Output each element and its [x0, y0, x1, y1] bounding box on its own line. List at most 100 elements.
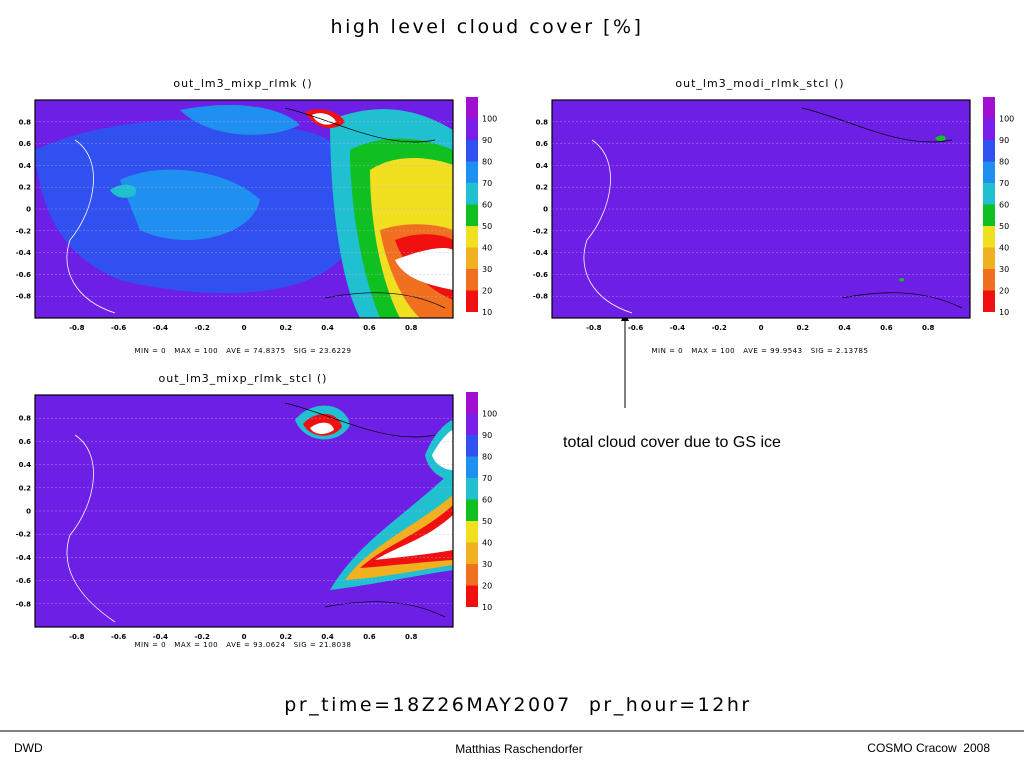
colorbar-segment: [466, 456, 478, 478]
x-tick-label: -0.6: [111, 633, 126, 641]
y-tick-label: 0.4: [536, 162, 549, 170]
cloud-field: [899, 277, 905, 282]
x-tick-label: 0.8: [405, 324, 418, 332]
x-tick-label: 0.4: [838, 324, 851, 332]
slide-title: high level cloud cover [%]: [331, 16, 644, 38]
colorbar-segment: [466, 140, 478, 162]
colorbar-label: 100: [482, 410, 497, 419]
stats: MIN = 0 MAX = 100 AVE = 99.9543 SIG = 2.…: [652, 347, 869, 355]
cloud-field: [395, 248, 453, 290]
colorbar-label: 40: [999, 244, 1009, 253]
colorbar-segment: [983, 118, 995, 140]
x-tick-label: -0.4: [153, 324, 168, 332]
stats: MIN = 0 MAX = 100 AVE = 74.8375 SIG = 23…: [135, 347, 352, 355]
map-frame: [551, 99, 971, 319]
cloud-field: [432, 430, 453, 470]
colorbar-segment: [466, 226, 478, 248]
y-tick-label: 0.6: [536, 140, 549, 148]
colorbar-label: 20: [482, 582, 492, 591]
colorbar-top: [983, 97, 995, 119]
x-tick-label: -0.2: [195, 633, 210, 641]
colorbar-label: 60: [482, 496, 492, 505]
x-tick-label: 0.8: [922, 324, 935, 332]
cloud-field: [935, 135, 946, 142]
colorbar-top: [466, 392, 478, 414]
colorbar-label: 90: [482, 431, 492, 440]
x-tick-label: -0.6: [628, 324, 643, 332]
x-tick-label: -0.8: [69, 633, 84, 641]
colorbar-segment: [466, 478, 478, 500]
colorbar-label: 70: [482, 179, 492, 188]
colorbar-label: 10: [482, 308, 492, 317]
y-tick-label: -0.4: [533, 249, 548, 257]
colorbar-label: 70: [999, 179, 1009, 188]
contour: [284, 107, 446, 309]
panel-title: out_lm3_mixp_rlmk (): [173, 77, 312, 90]
map-frame: [34, 99, 454, 319]
x-tick-label: 0.4: [321, 633, 334, 641]
coastline: [66, 139, 116, 314]
colorbar-label: 100: [999, 115, 1014, 124]
x-tick-label: -0.2: [712, 324, 727, 332]
colorbar-segment: [983, 183, 995, 205]
colorbar-segment: [466, 161, 478, 183]
coastline: [66, 434, 116, 623]
colorbar-segment: [466, 183, 478, 205]
x-tick-label: 0.2: [280, 633, 293, 641]
colorbar-label: 40: [482, 539, 492, 548]
colorbar-segment: [466, 585, 478, 607]
colorbar-segment: [466, 564, 478, 586]
footer-left: DWD: [14, 741, 43, 755]
y-tick-label: 0.2: [19, 184, 32, 192]
cloud-field: [375, 515, 453, 560]
colorbar-segment: [983, 204, 995, 226]
x-tick-label: 0.4: [321, 324, 334, 332]
x-tick-label: -0.4: [153, 633, 168, 641]
time-label: pr_time=18Z26MAY2007 pr_hour=12hr: [284, 694, 751, 716]
colorbar-label: 90: [482, 136, 492, 145]
y-tick-label: 0.8: [19, 415, 32, 423]
x-tick-label: 0: [242, 324, 247, 332]
colorbar-segment: [466, 499, 478, 521]
y-tick-label: 0.2: [536, 184, 549, 192]
cloud-field: [310, 422, 334, 434]
colorbar-label: 10: [999, 308, 1009, 317]
y-tick-label: -0.4: [16, 554, 31, 562]
colorbar-label: 40: [482, 244, 492, 253]
y-tick-label: -0.6: [16, 271, 31, 279]
panel-title: out_lm3_mixp_rlmk_stcl (): [159, 372, 328, 385]
x-tick-label: 0.6: [363, 324, 376, 332]
colorbar-segment: [466, 413, 478, 435]
colorbar-label: 30: [482, 560, 492, 569]
colorbar-segment: [466, 290, 478, 312]
colorbar-top: [466, 97, 478, 119]
y-tick-label: 0.8: [19, 118, 32, 126]
colorbar-segment: [983, 290, 995, 312]
x-tick-label: 0.2: [280, 324, 293, 332]
colorbar-label: 20: [999, 287, 1009, 296]
contour: [284, 402, 446, 618]
annotation: total cloud cover due to GS ice: [563, 434, 781, 451]
colorbar-segment: [983, 247, 995, 269]
y-tick-label: -0.8: [16, 293, 31, 301]
x-tick-label: 0.2: [797, 324, 810, 332]
colorbar-segment: [466, 269, 478, 291]
y-tick-label: -0.2: [16, 531, 31, 539]
colorbar-segment: [983, 140, 995, 162]
colorbar-label: 30: [999, 265, 1009, 274]
y-tick-label: -0.8: [533, 293, 548, 301]
colorbar-label: 10: [482, 603, 492, 612]
colorbar-label: 30: [482, 265, 492, 274]
x-tick-label: 0: [242, 633, 247, 641]
y-tick-label: 0.6: [19, 140, 32, 148]
y-tick-label: -0.8: [16, 600, 31, 608]
y-tick-label: 0.4: [19, 162, 32, 170]
colorbar-label: 80: [999, 158, 1009, 167]
cloud-field: [110, 184, 136, 198]
x-tick-label: -0.6: [111, 324, 126, 332]
colorbar-segment: [466, 435, 478, 457]
y-tick-label: 0.8: [536, 118, 549, 126]
colorbar-label: 50: [999, 222, 1009, 231]
colorbar-label: 100: [482, 115, 497, 124]
